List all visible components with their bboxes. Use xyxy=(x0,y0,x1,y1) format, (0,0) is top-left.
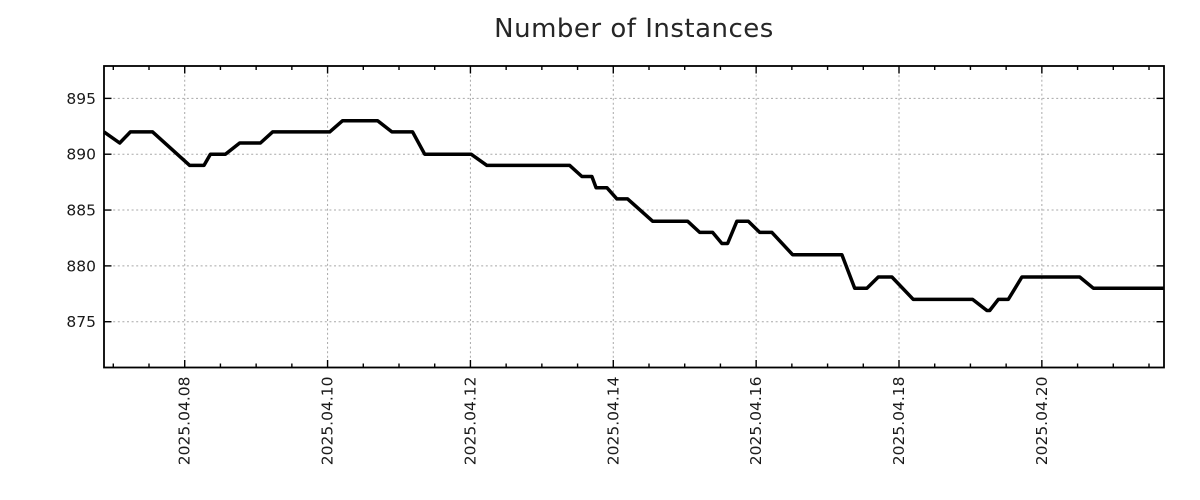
y-tick-label: 885 xyxy=(66,202,96,220)
y-tick-label: 880 xyxy=(66,257,96,275)
plot-border xyxy=(103,65,1165,369)
y-tick-label: 890 xyxy=(66,146,96,164)
x-tick-label: 2025.04.14 xyxy=(604,377,622,466)
x-tick-label: 2025.04.12 xyxy=(461,377,479,466)
x-tick-label: 2025.04.08 xyxy=(176,377,194,466)
y-tick-label: 895 xyxy=(66,90,96,108)
x-tick-label: 2025.04.18 xyxy=(890,377,908,466)
x-tick-label: 2025.04.20 xyxy=(1033,377,1051,466)
y-tick-label: 875 xyxy=(66,313,96,331)
data-line-instances xyxy=(102,118,1164,313)
x-tick-label: 2025.04.16 xyxy=(747,377,765,466)
x-tick-label: 2025.04.10 xyxy=(319,377,337,466)
chart-title: Number of Instances xyxy=(494,14,774,44)
